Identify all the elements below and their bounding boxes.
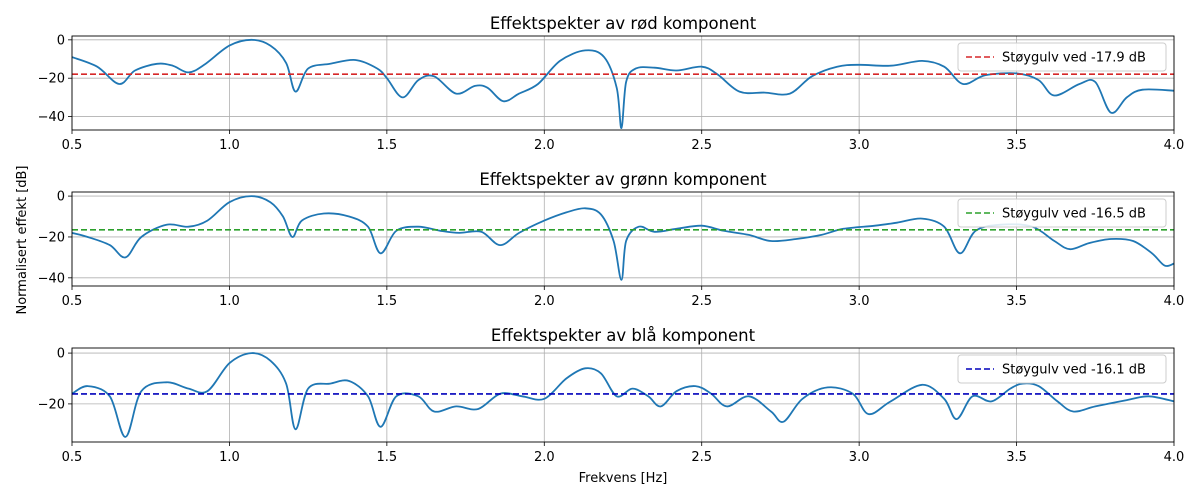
axes-frame <box>71 35 1175 131</box>
subplot-title: Effektspekter av grønn komponent <box>479 170 767 189</box>
x-tick-label: 0.5 <box>62 294 83 309</box>
x-tick-label: 4.0 <box>1164 450 1185 465</box>
spectrum-line <box>72 352 1174 438</box>
legend: Støygulv ved -16.5 dB <box>957 198 1167 228</box>
spectrum-line <box>72 38 1174 130</box>
subplot-title: Effektspekter av rød komponent <box>490 14 757 33</box>
subplot-title: Effektspekter av blå komponent <box>491 326 756 345</box>
legend-label: Støygulv ved -17.9 dB <box>1002 51 1146 66</box>
y-tick-label: −20 <box>38 72 65 87</box>
x-tick-label: 3.0 <box>849 450 870 465</box>
y-tick-label: −20 <box>38 397 65 412</box>
x-tick-label: 1.0 <box>219 138 240 153</box>
legend-box <box>957 198 1167 228</box>
legend-box <box>957 354 1167 384</box>
y-tick-label: −40 <box>38 271 65 286</box>
x-tick-label: 1.0 <box>219 450 240 465</box>
x-tick-label: 1.5 <box>377 294 398 309</box>
x-tick-label: 3.0 <box>849 138 870 153</box>
legend: Støygulv ved -16.1 dB <box>957 354 1167 384</box>
x-tick-label: 2.0 <box>534 294 555 309</box>
legend-label: Støygulv ved -16.1 dB <box>1002 363 1146 378</box>
x-tick-label: 4.0 <box>1164 138 1185 153</box>
subplot-1: 0.5 1.0 1.5 2.0 2.5 3.0 3.5 4.0 0 −20 −40 Effektspe… <box>38 14 1185 153</box>
y-tick-label: −40 <box>38 110 65 125</box>
legend-label: Støygulv ved -16.5 dB <box>1002 207 1146 222</box>
axes-frame <box>71 191 1175 287</box>
x-tick-label: 0.5 <box>62 138 83 153</box>
x-tick-label: 4.0 <box>1164 294 1185 309</box>
subplot-2: 0.5 1.0 1.5 2.0 2.5 3.0 3.5 4.0 0 −20 −40 Effektspe… <box>38 170 1185 309</box>
x-tick-label: 2.0 <box>534 138 555 153</box>
subplot-3: 0.5 1.0 1.5 2.0 2.5 3.0 3.5 4.0 0 −20 Effektspekte… <box>38 326 1185 465</box>
x-axis-label: Frekvens [Hz] <box>579 471 668 486</box>
x-tick-label: 2.5 <box>691 294 712 309</box>
x-tick-label: 3.5 <box>1006 294 1027 309</box>
y-axis-label: Normalisert effekt [dB] <box>15 165 30 314</box>
x-tick-label: 0.5 <box>62 450 83 465</box>
subplot-panels: 0.5 1.0 1.5 2.0 2.5 3.0 3.5 4.0 0 −20 −40 Effektspe… <box>38 14 1185 465</box>
y-tick-label: 0 <box>57 347 65 362</box>
axes-frame <box>71 347 1175 443</box>
x-tick-label: 1.5 <box>377 138 398 153</box>
y-tick-label: 0 <box>57 33 65 48</box>
x-tick-label: 2.5 <box>691 138 712 153</box>
x-tick-label: 2.0 <box>534 450 555 465</box>
legend: Støygulv ved -17.9 dB <box>957 42 1167 72</box>
x-tick-label: 2.5 <box>691 450 712 465</box>
legend-box <box>957 42 1167 72</box>
x-tick-label: 1.5 <box>377 450 398 465</box>
x-tick-label: 3.5 <box>1006 138 1027 153</box>
y-tick-label: −20 <box>38 230 65 245</box>
x-tick-label: 3.0 <box>849 294 870 309</box>
x-tick-label: 3.5 <box>1006 450 1027 465</box>
x-tick-label: 1.0 <box>219 294 240 309</box>
y-tick-label: 0 <box>57 190 65 205</box>
